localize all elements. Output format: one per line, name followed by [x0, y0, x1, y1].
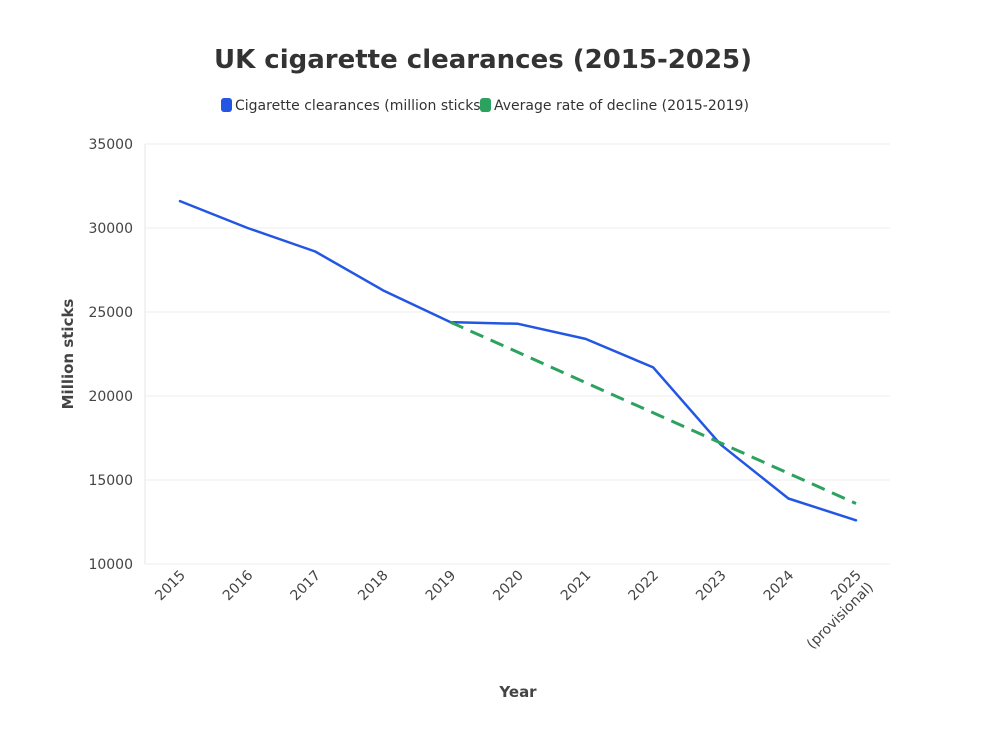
x-tick-label: 2019: [423, 568, 460, 605]
x-tick-label: 2025(provisional): [792, 568, 877, 653]
data-point[interactable]: [378, 285, 388, 295]
data-point[interactable]: [851, 499, 861, 509]
y-axis-ticks: 10000 15000 20000 25000 30000 35000: [88, 137, 133, 573]
legend-item-decline[interactable]: Average rate of decline (2015-2019): [480, 98, 749, 114]
gridlines: [145, 143, 890, 565]
data-point[interactable]: [513, 319, 523, 329]
series-line-decline[interactable]: [449, 320, 857, 505]
data-point[interactable]: [783, 468, 793, 478]
y-tick-label: 20000: [88, 389, 133, 405]
x-tick-label: 2017: [288, 568, 325, 605]
data-point[interactable]: [648, 362, 658, 372]
data-point[interactable]: [175, 196, 185, 206]
chart-title: UK cigarette clearances (2015-2025): [214, 45, 752, 75]
series-line-clearances[interactable]: [178, 199, 858, 522]
x-axis-ticks: 2015 2016 2017 2018 2019 2020 2021 2022 2023 2024…: [152, 567, 877, 652]
data-point[interactable]: [716, 438, 726, 448]
y-tick-label: 10000: [88, 557, 133, 573]
x-tick-label: 2022: [626, 568, 663, 605]
x-tick-label: 2018: [355, 568, 392, 605]
legend-item-clearances[interactable]: Cigarette clearances (million sticks): [221, 98, 486, 114]
x-tick-label: 2016: [220, 567, 257, 604]
y-axis-title: Million sticks: [59, 299, 77, 410]
data-point[interactable]: [581, 334, 591, 344]
x-axis-title: Year: [498, 683, 537, 701]
data-point[interactable]: [783, 493, 793, 503]
legend[interactable]: Cigarette clearances (million sticks) Av…: [221, 98, 749, 114]
y-tick-label: 15000: [88, 473, 133, 489]
legend-swatch-clearances: [221, 98, 232, 112]
data-point[interactable]: [851, 515, 861, 525]
legend-label-clearances: Cigarette clearances (million sticks): [235, 98, 486, 114]
data-point[interactable]: [310, 247, 320, 257]
data-point[interactable]: [581, 378, 591, 388]
y-tick-label: 35000: [88, 137, 133, 153]
x-tick-label: 2015: [152, 568, 189, 605]
data-point[interactable]: [648, 408, 658, 418]
data-point[interactable]: [513, 347, 523, 357]
data-point[interactable]: [445, 317, 455, 327]
legend-swatch-decline: [480, 98, 491, 112]
data-point[interactable]: [243, 223, 253, 233]
y-tick-label: 30000: [88, 221, 133, 237]
series: [175, 196, 861, 525]
x-tick-label: 2021: [558, 568, 595, 605]
x-tick-label: 2023: [693, 568, 730, 605]
x-tick-label: 2020: [490, 568, 527, 605]
legend-label-decline: Average rate of decline (2015-2019): [494, 98, 749, 114]
x-tick-label: 2024: [761, 567, 798, 604]
y-tick-label: 25000: [88, 305, 133, 321]
